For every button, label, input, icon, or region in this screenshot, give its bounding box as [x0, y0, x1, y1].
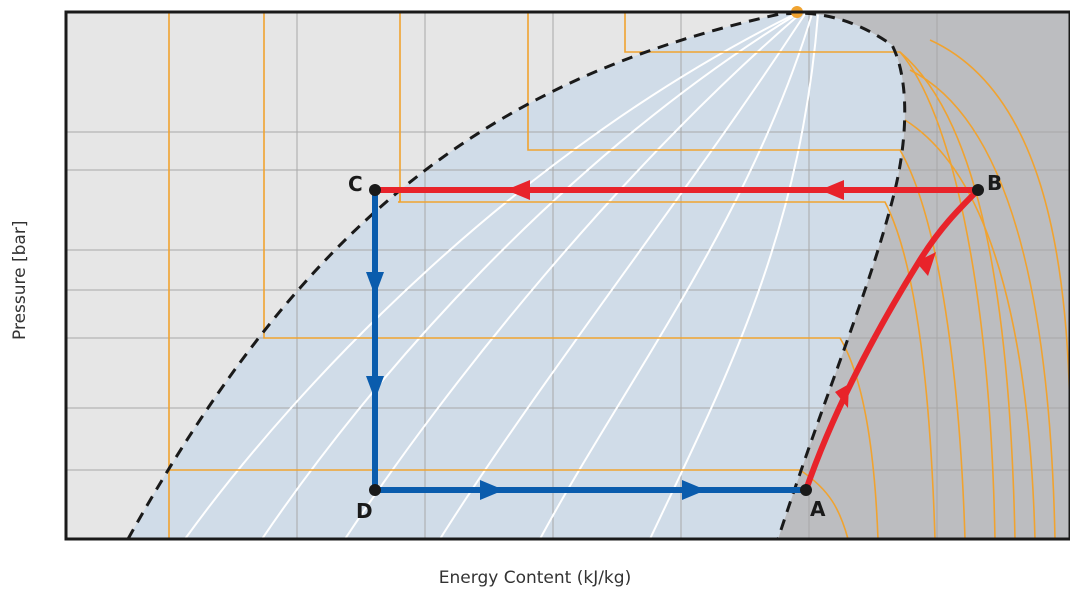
- point-a-marker: [800, 484, 812, 496]
- saturation-dome: [126, 12, 907, 539]
- compression-line: [803, 187, 981, 491]
- superheated-region: [778, 12, 1070, 539]
- state-points: A B C D: [348, 171, 1002, 523]
- plot-frame: [64, 10, 1070, 541]
- condensation-line: [375, 180, 978, 200]
- plot-area: [66, 12, 1070, 539]
- point-b-label: B: [987, 171, 1002, 195]
- y-axis-label: Pressure [bar]: [10, 220, 30, 340]
- isotherms: [168, 12, 1070, 539]
- point-c-marker: [369, 184, 381, 196]
- point-b-marker: [972, 184, 984, 196]
- point-a-label: A: [810, 497, 826, 521]
- expansion-line: [366, 190, 384, 490]
- evaporation-line: [375, 480, 806, 500]
- point-d-marker: [369, 484, 381, 496]
- point-c-label: C: [348, 172, 363, 196]
- point-d-label: D: [356, 499, 373, 523]
- x-axis-label: Energy Content (kJ/kg): [438, 568, 632, 588]
